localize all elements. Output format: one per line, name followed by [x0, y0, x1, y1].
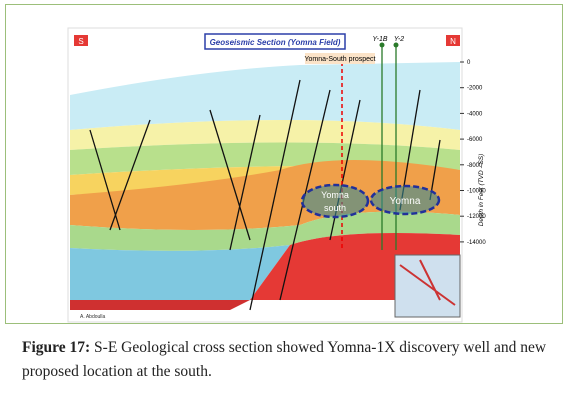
depth-tick-label: -10000 [467, 189, 486, 195]
depth-tick-label: -8000 [467, 163, 483, 169]
caption-text: S-E Geological cross section showed Yomn… [22, 339, 547, 380]
caption: Figure 17: S-E Geological cross section … [22, 336, 552, 384]
depth-tick-label: 0 [467, 60, 471, 66]
layer [70, 245, 290, 300]
depth-tick-label: -12000 [467, 214, 486, 220]
south-label: S [78, 37, 83, 46]
layer [70, 62, 460, 130]
figure-frame [5, 4, 563, 324]
figure-image: S N Geoseismic Section (Yomna Field) Y-1… [67, 27, 486, 323]
layer [70, 120, 460, 150]
well-label: Y-2 [394, 36, 404, 43]
layer [70, 211, 460, 251]
target-label: Yomna [390, 196, 421, 207]
prospect-label: Yomna-South prospect [305, 56, 376, 63]
section-title: Geoseismic Section (Yomna Field) [210, 38, 341, 47]
author: A. Abdoulla [80, 314, 106, 320]
depth-tick-label: -14000 [467, 240, 486, 246]
caption-label: Figure 17: [22, 339, 91, 356]
target-label: Yomna south [321, 190, 349, 213]
well-label: Y-1B [372, 36, 387, 43]
layer [70, 142, 460, 175]
depth-axis-label: Depth in Feet (TVD - SS) [478, 154, 485, 227]
depth-tick-label: -2000 [467, 86, 483, 92]
depth-tick-label: -4000 [467, 111, 483, 117]
depth-tick-label: -6000 [467, 137, 483, 143]
north-label: N [450, 37, 456, 46]
layer [70, 160, 460, 230]
